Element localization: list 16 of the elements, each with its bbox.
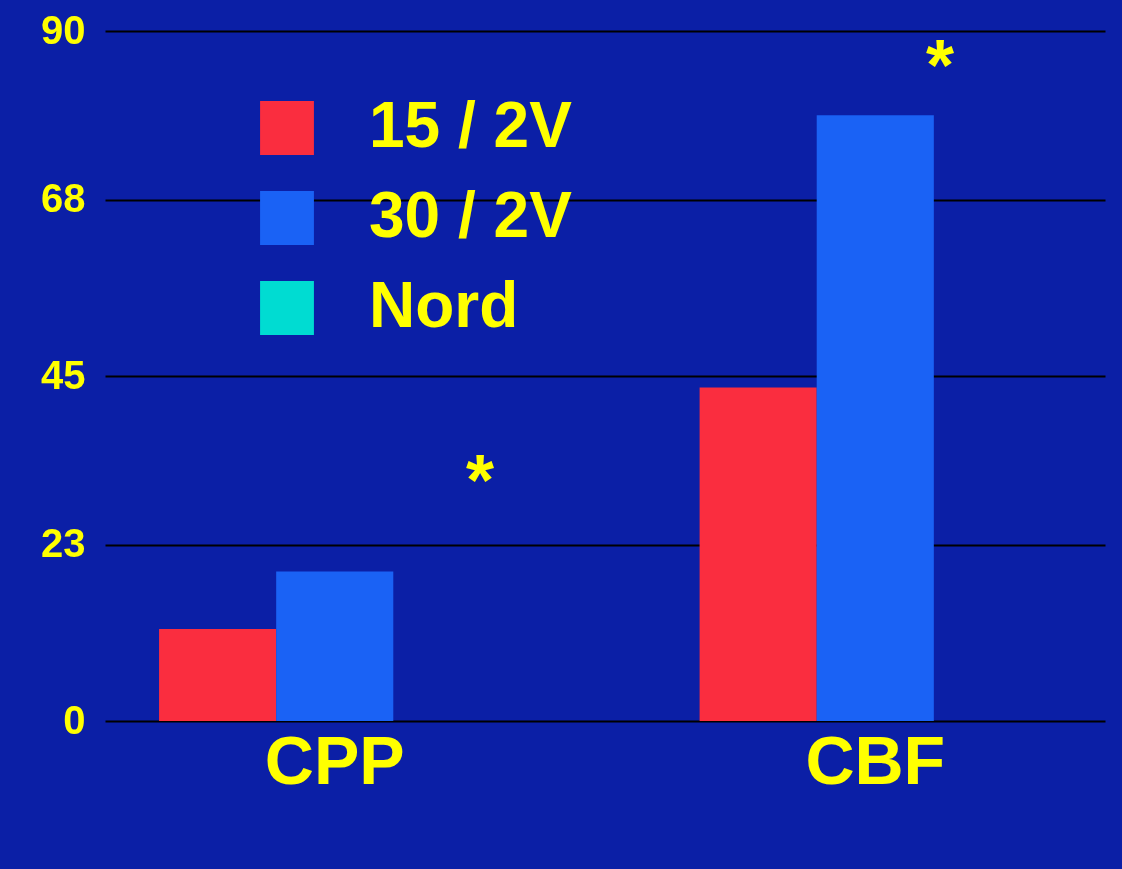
bar	[816, 115, 934, 721]
annotation: *	[465, 440, 495, 520]
y-tick-label: 90	[41, 7, 86, 52]
x-tick-label: CPP	[264, 721, 405, 798]
y-tick-label: 23	[41, 521, 86, 566]
annotation: *	[925, 25, 955, 105]
bar	[699, 387, 817, 721]
y-tick-label: 68	[41, 176, 86, 221]
y-tick-label: 0	[63, 697, 86, 742]
legend-label: 30 / 2V	[369, 179, 573, 251]
y-tick-label: 45	[41, 352, 86, 397]
legend-label: Nord	[369, 269, 519, 341]
legend-label: 15 / 2V	[369, 89, 573, 161]
bar	[276, 571, 394, 721]
bar	[159, 629, 277, 721]
x-tick-label: CBF	[805, 721, 946, 798]
